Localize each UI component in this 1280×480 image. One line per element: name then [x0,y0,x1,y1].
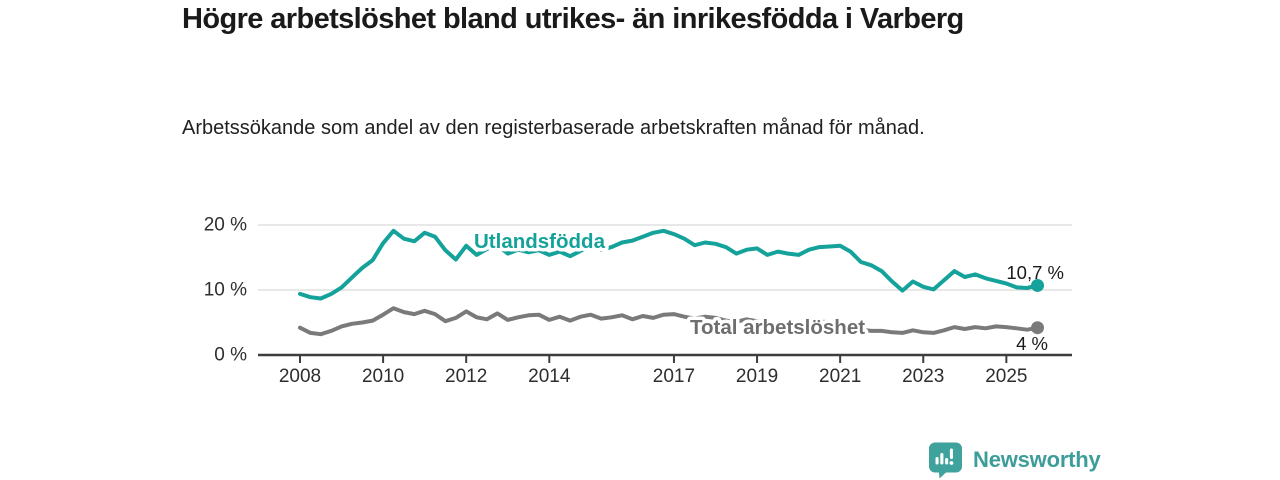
x-axis-tick-label: 2017 [653,366,695,387]
y-axis-tick-label: 20 % [204,215,247,236]
x-axis-tick-label: 2021 [819,366,861,387]
series-end-dot-total [1031,321,1045,335]
x-axis-tick-label: 2008 [279,366,321,387]
y-axis-tick-label: 0 % [214,345,247,366]
brand-footer[interactable]: Newsworthy [929,442,1101,478]
series-label-total: Total arbetslöshet [690,316,865,339]
series-line-total [298,306,1040,337]
x-axis-tick-label: 2010 [362,366,404,387]
x-axis-tick-label: 2019 [736,366,778,387]
x-axis-tick-label: 2023 [902,366,944,387]
x-axis-tick-label: 2025 [985,366,1027,387]
mini-bar-chart-glyph [935,448,954,465]
y-axis-tick-label: 10 % [204,280,247,301]
chart-subtitle: Arbetssökande som andel av den registerb… [182,117,925,139]
end-value-label-utlandsfodda: 10,7 % [1006,262,1064,283]
newsworthy-logo-icon [929,442,962,478]
brand-name: Newsworthy [973,447,1101,472]
series-line-utlandsfodda [298,228,1040,301]
x-axis-tick-label: 2012 [445,366,487,387]
series-label-utlandsfodda: Utlandsfödda [474,230,606,253]
series-end-dot-utlandsfodda [1031,278,1045,292]
x-axis-tick-label: 2014 [528,366,571,387]
chart-title: Högre arbetslöshet bland utrikes- än inr… [182,3,964,35]
line-chart-area: 0 % 10 % 20 % 2008 2010 2012 2014 2017 2019 2021 2… [180,198,1100,398]
end-value-label-total: 4 % [1016,333,1048,354]
line-chart: 0 % 10 % 20 % 2008 2010 2012 2014 2017 2019 2021 2… [204,215,1072,387]
